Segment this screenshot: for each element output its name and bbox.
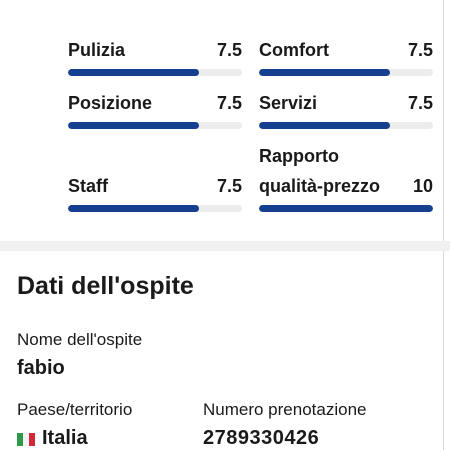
rating-bar <box>68 205 199 212</box>
rating-score: 7.5 <box>407 93 433 113</box>
field-value: fabio <box>17 357 65 379</box>
rating-item: Staff 7.5 <box>68 141 242 212</box>
rating-track <box>259 122 433 129</box>
rating-item: Pulizia 7.5 <box>68 35 242 76</box>
rating-item: Comfort 7.5 <box>259 35 433 76</box>
rating-bar <box>259 69 390 76</box>
rating-track <box>68 69 242 76</box>
field-value: Italia <box>42 427 88 449</box>
rating-label: Posizione <box>68 93 153 113</box>
rating-label: Rapporto qualità-prezzo <box>259 146 381 196</box>
rating-header: Staff 7.5 <box>68 171 242 201</box>
rating-header: Pulizia 7.5 <box>68 35 242 65</box>
flag-icon <box>17 433 35 446</box>
field-label: Numero prenotazione <box>203 400 367 419</box>
rating-score: 7.5 <box>216 176 242 196</box>
rating-header: Rapporto qualità-prezzo 10 <box>259 141 433 201</box>
rating-track <box>259 205 433 212</box>
rating-score: 7.5 <box>216 40 242 60</box>
rating-header: Posizione 7.5 <box>68 88 242 118</box>
rating-bar <box>259 205 433 212</box>
rating-score: 7.5 <box>216 93 242 113</box>
rating-bar <box>68 122 199 129</box>
section-separator <box>0 241 450 251</box>
ratings-grid: Pulizia 7.5 Comfort 7.5 Posizione 7.5 Servizi 7… <box>68 35 433 212</box>
rating-bar <box>68 69 199 76</box>
rating-track <box>68 205 242 212</box>
card-edge <box>443 0 444 241</box>
rating-item: Posizione 7.5 <box>68 88 242 129</box>
rating-item: Servizi 7.5 <box>259 88 433 129</box>
rating-label: Staff <box>68 176 108 196</box>
rating-track <box>259 69 433 76</box>
rating-header: Servizi 7.5 <box>259 88 433 118</box>
rating-label: Servizi <box>259 93 318 113</box>
rating-score: 10 <box>412 176 433 196</box>
card-edge <box>443 251 444 450</box>
section-title: Dati dell'ospite <box>17 272 194 300</box>
rating-label: Pulizia <box>68 40 126 60</box>
rating-header: Comfort 7.5 <box>259 35 433 65</box>
field-label: Paese/territorio <box>17 400 133 419</box>
field-label: Nome dell'ospite <box>17 330 143 349</box>
rating-label: Comfort <box>259 40 329 60</box>
rating-score: 7.5 <box>407 40 433 60</box>
field-value: 2789330426 <box>203 427 320 449</box>
rating-item: Rapporto qualità-prezzo 10 <box>259 141 433 212</box>
rating-track <box>68 122 242 129</box>
rating-bar <box>259 122 390 129</box>
